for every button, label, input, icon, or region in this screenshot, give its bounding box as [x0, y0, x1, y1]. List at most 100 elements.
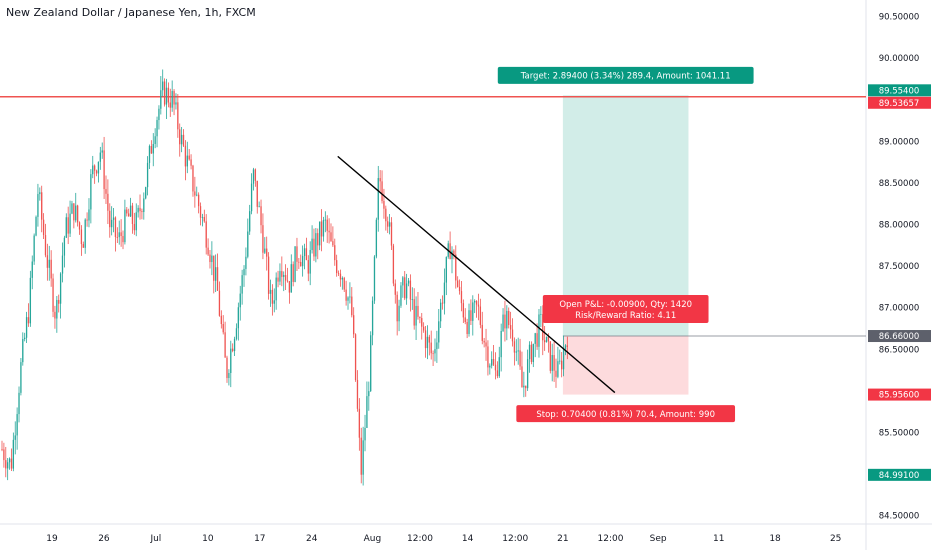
- candle-body: [283, 275, 285, 277]
- candle-body: [337, 272, 340, 274]
- candle-body: [175, 102, 177, 105]
- price-label-text: 85.95600: [879, 391, 920, 401]
- candle-body: [24, 337, 26, 340]
- candle-body: [515, 351, 517, 353]
- candle-body: [188, 155, 190, 160]
- candle-body: [154, 136, 156, 144]
- candle-body: [371, 300, 374, 336]
- candle-body: [336, 260, 338, 273]
- candle-body: [460, 291, 463, 304]
- candle-body: [179, 129, 181, 145]
- candle-body: [25, 317, 28, 338]
- price-label-box: [868, 388, 931, 401]
- y-tick-label: 90.50000: [879, 13, 920, 23]
- candle-body: [249, 211, 251, 232]
- x-tick-label: 21: [557, 534, 568, 544]
- x-tick-label: 18: [769, 534, 781, 544]
- candle-body: [445, 256, 447, 283]
- price-label-text: 86.66000: [879, 332, 920, 342]
- candle-body: [532, 343, 534, 362]
- candle-body: [491, 359, 493, 366]
- candle-body: [320, 221, 323, 237]
- candle-body: [162, 81, 164, 91]
- candle-body: [192, 165, 194, 192]
- trendline: [337, 155, 616, 394]
- candle-body: [328, 230, 330, 233]
- candle-body: [226, 357, 228, 379]
- candle-body: [8, 458, 11, 463]
- candle-body: [307, 260, 309, 274]
- candle-body: [69, 213, 71, 234]
- candle-body: [534, 333, 536, 344]
- candle-body: [553, 355, 555, 371]
- candle-body: [124, 209, 126, 243]
- candle-body: [33, 235, 35, 262]
- candle-body: [260, 206, 262, 226]
- candle-body: [284, 275, 287, 281]
- candle-body: [92, 165, 94, 175]
- candle-body: [517, 350, 519, 352]
- candle-body: [14, 435, 16, 440]
- candle-body: [114, 217, 117, 237]
- candle-body: [233, 338, 236, 352]
- candle-body: [205, 221, 207, 248]
- candle-body: [56, 299, 58, 319]
- candle-body: [315, 233, 317, 257]
- candle-body: [439, 302, 442, 322]
- candle-body: [209, 254, 211, 263]
- candle-body: [27, 317, 30, 324]
- candle-body: [288, 281, 291, 293]
- candle-body: [264, 248, 266, 253]
- candle-body: [549, 341, 551, 371]
- candle-body: [422, 326, 425, 331]
- candle-body: [398, 305, 400, 322]
- price-label-box: [868, 468, 931, 481]
- candle-body: [343, 277, 345, 290]
- candle-body: [16, 414, 18, 436]
- candle-body: [245, 256, 247, 269]
- candle-body: [67, 217, 69, 234]
- candle-body: [432, 353, 434, 355]
- candle-body: [449, 243, 451, 260]
- candle-body: [196, 194, 198, 196]
- candle-body: [377, 178, 379, 220]
- candle-body: [18, 392, 20, 415]
- candle-body: [464, 317, 466, 323]
- candle-body: [207, 247, 209, 255]
- candle-body: [182, 134, 185, 146]
- candle-body: [419, 316, 421, 319]
- candle-body: [364, 427, 366, 441]
- candle-body: [345, 289, 347, 301]
- candle-body: [237, 307, 240, 329]
- candle-body: [540, 314, 542, 315]
- candle-body: [230, 348, 232, 374]
- candle-body: [54, 311, 56, 319]
- candle-body: [228, 373, 230, 379]
- candle-body: [158, 108, 160, 121]
- candle-body: [86, 219, 88, 221]
- candle-body: [509, 325, 512, 330]
- candle-body: [542, 314, 544, 341]
- candle-body: [29, 277, 32, 324]
- x-tick-label: 11: [713, 534, 724, 544]
- candle-body: [201, 217, 204, 218]
- candle-body: [22, 339, 24, 363]
- candle-body: [294, 246, 296, 282]
- candle-body: [502, 314, 504, 331]
- candle-body: [7, 462, 9, 469]
- price-label-text: 84.99100: [879, 471, 920, 481]
- candle-body: [218, 290, 221, 316]
- candle-body: [453, 250, 455, 255]
- candle-body: [267, 256, 270, 294]
- candle-body: [303, 248, 306, 257]
- candle-body: [474, 301, 476, 303]
- candle-body: [213, 255, 215, 281]
- candle-body: [526, 359, 529, 389]
- candle-body: [519, 350, 521, 367]
- candle-body: [150, 146, 153, 154]
- candle-body: [370, 335, 372, 392]
- candle-body: [430, 342, 432, 354]
- candle-body: [466, 322, 468, 334]
